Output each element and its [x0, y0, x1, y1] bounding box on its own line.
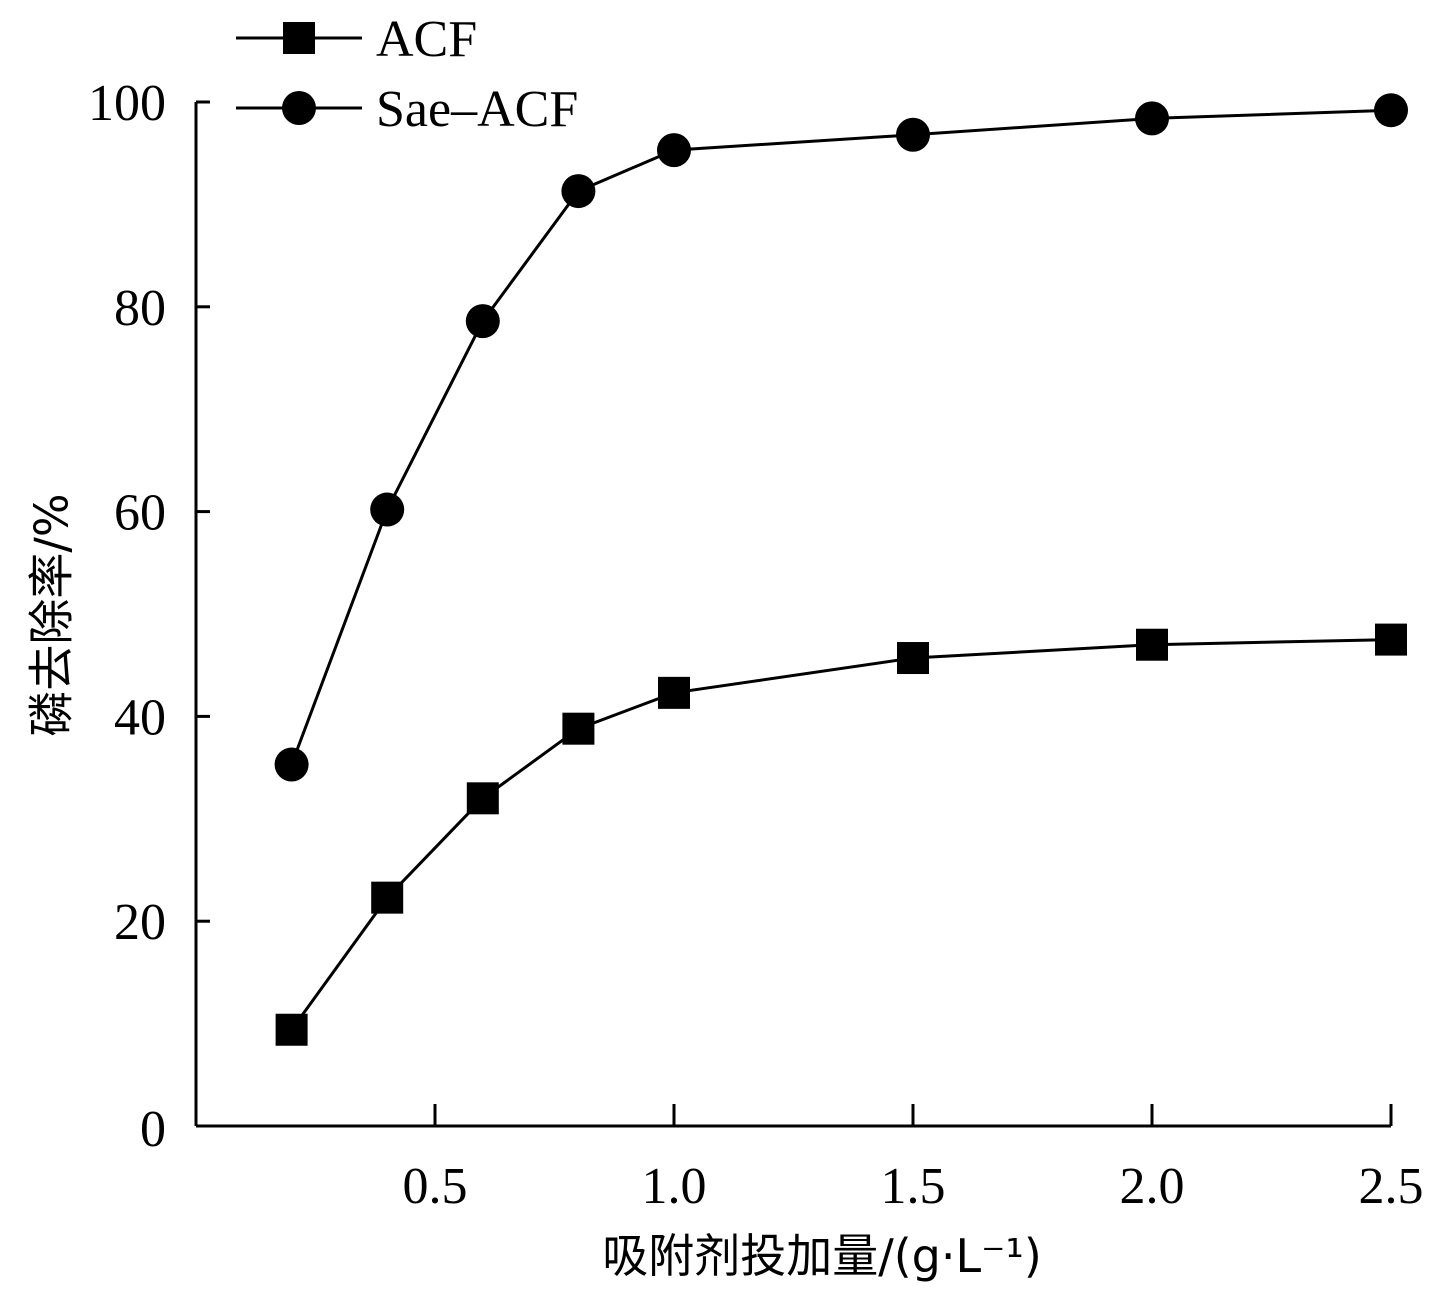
y-tick-label: 80	[114, 280, 166, 337]
circle-marker	[896, 117, 930, 152]
legend-entry: Sae–ACF	[236, 81, 578, 138]
square-marker	[371, 881, 404, 914]
square-marker	[1136, 628, 1168, 661]
axes: 0 20 40 60 80 100 0.5 1.0 1.5 2.0 2.5	[88, 75, 1424, 1215]
x-tick-label: 0.5	[403, 1158, 468, 1215]
x-tick-label: 1.5	[881, 1158, 946, 1215]
legend-square-marker	[283, 22, 315, 54]
series-line	[290, 108, 1392, 766]
series-line	[290, 638, 1392, 1031]
y-tick-label: 40	[114, 689, 166, 746]
legend: ACF Sae–ACF	[236, 11, 578, 138]
series-layer	[274, 93, 1408, 1046]
x-tick-label: 2.5	[1359, 1158, 1424, 1215]
x-tick-label: 2.0	[1120, 1158, 1185, 1215]
square-marker	[1375, 623, 1407, 656]
circle-marker	[465, 304, 500, 339]
x-axis-label: 吸附剂投加量/(g·L⁻¹)	[602, 1229, 1042, 1283]
legend-entry: ACF	[236, 11, 477, 68]
y-tick-label: 20	[114, 894, 166, 951]
square-marker	[658, 676, 690, 709]
circle-marker	[657, 133, 691, 168]
circle-marker	[1374, 93, 1408, 128]
series-2	[274, 93, 1408, 782]
y-axis-label: 磷去除率/%	[25, 493, 79, 736]
legend-circle-marker	[282, 91, 316, 125]
circle-marker	[561, 174, 596, 209]
square-marker	[897, 642, 929, 675]
circle-marker	[274, 747, 309, 782]
circle-marker	[370, 492, 405, 527]
y-tick-label: 100	[88, 75, 166, 132]
circle-marker	[1135, 101, 1169, 136]
x-tick-label: 1.0	[642, 1158, 707, 1215]
series-1	[275, 623, 1407, 1046]
square-marker	[275, 1013, 308, 1046]
legend-label: Sae–ACF	[376, 81, 578, 138]
square-marker	[562, 712, 595, 745]
square-marker	[466, 782, 499, 815]
y-tick-label: 60	[114, 485, 166, 542]
y-tick-label: 0	[140, 1101, 166, 1158]
legend-label: ACF	[376, 11, 477, 68]
